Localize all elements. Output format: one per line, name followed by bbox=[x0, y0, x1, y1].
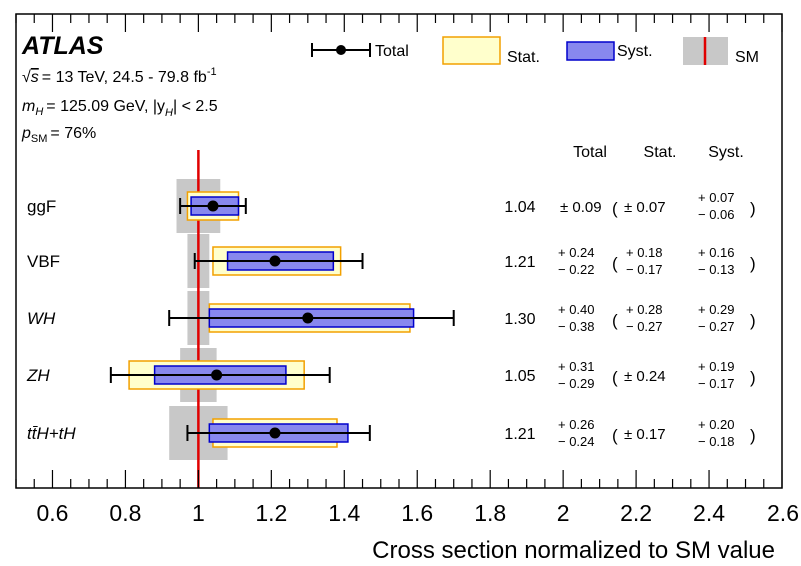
paren-open: ( bbox=[612, 254, 618, 273]
value-text: 1.21 bbox=[504, 426, 535, 443]
stat-unc-sym: ± 0.07 bbox=[624, 199, 666, 216]
column-header-stat: Stat. bbox=[644, 144, 677, 161]
measurement-point bbox=[211, 370, 222, 381]
row-2: WH 1.30 + 0.40 − 0.38 ( + 0.28 − 0.27 + 0.29 − 0… bbox=[27, 302, 756, 334]
row-1: VBF 1.21 + 0.24 − 0.22 ( + 0.18 − 0.17 + 0.16 − … bbox=[27, 245, 756, 277]
paren-close: ) bbox=[750, 199, 756, 218]
paren-open: ( bbox=[612, 311, 618, 330]
measurement-rows: ggF 1.04 ± 0.09 ( ± 0.07 + 0.07 − 0.06) VBF 1.21… bbox=[26, 190, 756, 449]
legend-sm-label: SM bbox=[735, 49, 759, 66]
column-header-syst: Syst. bbox=[708, 144, 744, 161]
total-unc-down: − 0.22 bbox=[558, 262, 595, 277]
paren-close: ) bbox=[750, 254, 756, 273]
psm-annotation: pSM = 76% bbox=[21, 125, 96, 145]
stat-unc-sym: ± 0.17 bbox=[624, 426, 666, 443]
syst-unc-down: − 0.27 bbox=[698, 319, 735, 334]
row-3: ZH 1.05 + 0.31 − 0.29 ( ± 0.24 + 0.19 − 0.17) bbox=[26, 359, 756, 391]
row-label: VBF bbox=[27, 252, 60, 271]
stat-unc-up: + 0.28 bbox=[626, 302, 663, 317]
total-unc-sym: ± 0.09 bbox=[560, 199, 602, 216]
row-label: ZH bbox=[26, 366, 50, 385]
total-unc-down: − 0.38 bbox=[558, 319, 595, 334]
row-label: tt̄H+tH bbox=[27, 424, 76, 443]
x-tick-label: 0.8 bbox=[109, 500, 141, 526]
paren-open: ( bbox=[612, 426, 618, 445]
x-axis-title: Cross section normalized to SM value bbox=[372, 537, 775, 564]
x-tick-label: 1 bbox=[192, 500, 205, 526]
x-tick-label: 1.6 bbox=[401, 500, 433, 526]
syst-unc-down: − 0.18 bbox=[698, 434, 735, 449]
column-header-total: Total bbox=[573, 144, 607, 161]
legend-syst-swatch bbox=[567, 42, 614, 60]
row-label: WH bbox=[27, 309, 56, 328]
total-unc-up: + 0.26 bbox=[558, 417, 595, 432]
paren-close: ) bbox=[750, 368, 756, 387]
syst-unc-up: + 0.19 bbox=[698, 359, 735, 374]
stat-unc-down: − 0.27 bbox=[626, 319, 663, 334]
value-text: 1.30 bbox=[504, 311, 535, 328]
syst-unc-up: + 0.07 bbox=[698, 190, 735, 205]
syst-unc-down: − 0.13 bbox=[698, 262, 735, 277]
value-text: 1.05 bbox=[504, 368, 535, 385]
x-tick-label: 1.8 bbox=[474, 500, 506, 526]
syst-unc-up: + 0.29 bbox=[698, 302, 735, 317]
paren-close: ) bbox=[750, 311, 756, 330]
total-unc-up: + 0.24 bbox=[558, 245, 595, 260]
syst-unc-up: + 0.20 bbox=[698, 417, 735, 432]
syst-unc-down: − 0.17 bbox=[698, 376, 735, 391]
stat-unc-up: + 0.18 bbox=[626, 245, 663, 260]
total-unc-down: − 0.29 bbox=[558, 376, 595, 391]
row-0: ggF 1.04 ± 0.09 ( ± 0.07 + 0.07 − 0.06) bbox=[27, 190, 756, 222]
x-tick-label: 2.2 bbox=[620, 500, 652, 526]
paren-close: ) bbox=[750, 426, 756, 445]
x-tick-label: 2.6 bbox=[767, 500, 799, 526]
row-4: tt̄H+tH 1.21 + 0.26 − 0.24 ( ± 0.17 + 0.20 − 0.… bbox=[27, 417, 756, 449]
stat-unc-down: − 0.17 bbox=[626, 262, 663, 277]
measurement-point bbox=[269, 428, 280, 439]
x-tick-label: 2 bbox=[557, 500, 570, 526]
legend: Total Stat. Syst. SM bbox=[312, 37, 759, 66]
value-text: 1.04 bbox=[504, 199, 535, 216]
measurement-point bbox=[269, 256, 280, 267]
experiment-label: ATLAS bbox=[21, 32, 104, 60]
x-tick-label: 1.2 bbox=[255, 500, 287, 526]
legend-syst-label: Syst. bbox=[617, 43, 653, 60]
x-tick-label: 0.6 bbox=[36, 500, 68, 526]
axis-ticks: 0.6 0.8 1 1.2 1.4 1.6 1.8 2 2.2 2.4 2.6 bbox=[16, 14, 799, 526]
legend-total-label: Total bbox=[375, 43, 409, 60]
total-unc-up: + 0.31 bbox=[558, 359, 595, 374]
mass-annotation: mH = 125.09 GeV, |yH| < 2.5 bbox=[22, 98, 218, 119]
syst-unc-up: + 0.16 bbox=[698, 245, 735, 260]
row-label: ggF bbox=[27, 197, 56, 216]
energy-annotation: √s = 13 TeV, 24.5 - 79.8 fb-1 bbox=[22, 66, 217, 86]
x-tick-label: 1.4 bbox=[328, 500, 360, 526]
x-tick-label: 2.4 bbox=[693, 500, 725, 526]
legend-stat-swatch bbox=[443, 37, 500, 64]
paren-open: ( bbox=[612, 199, 618, 218]
value-text: 1.21 bbox=[504, 254, 535, 271]
paren-open: ( bbox=[612, 368, 618, 387]
measurement-point bbox=[302, 313, 313, 324]
total-unc-up: + 0.40 bbox=[558, 302, 595, 317]
stat-unc-sym: ± 0.24 bbox=[624, 368, 666, 385]
measurement-point bbox=[207, 201, 218, 212]
total-unc-down: − 0.24 bbox=[558, 434, 595, 449]
syst-unc-down: − 0.06 bbox=[698, 207, 735, 222]
legend-total-marker bbox=[312, 43, 370, 57]
legend-stat-label: Stat. bbox=[507, 49, 540, 66]
